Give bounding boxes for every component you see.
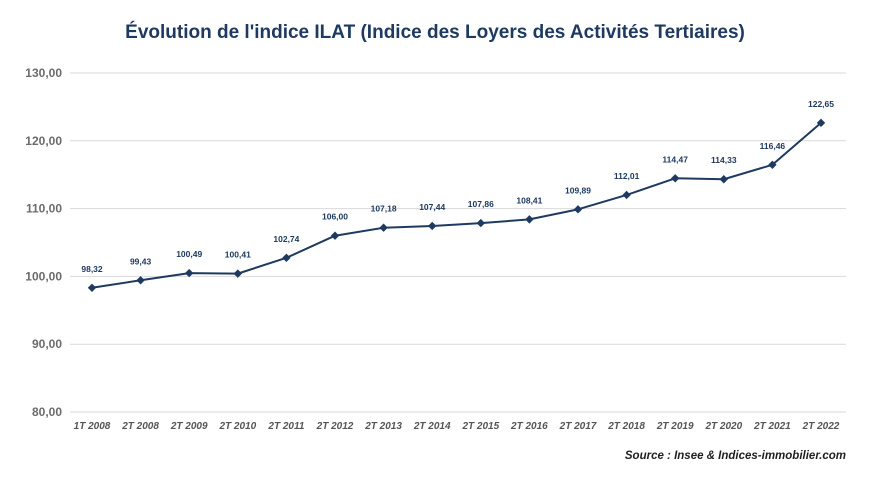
- data-label: 116,46: [760, 141, 786, 151]
- x-tick-label: 2T 2015: [461, 421, 499, 432]
- x-tick-label: 2T 2019: [656, 421, 694, 432]
- data-point: [476, 218, 485, 228]
- chart-title: Évolution de l'indice ILAT (Indice des L…: [125, 22, 745, 43]
- x-axis-ticks: 1T 2008 2T 2008 2T 2009 2T 2010 2T 2011 2T 20…: [74, 421, 840, 432]
- x-tick-label: 2T 2012: [316, 421, 354, 432]
- x-tick-label: 1T 2008: [74, 421, 111, 432]
- x-tick-label: 2T 2017: [559, 421, 597, 432]
- y-axis-ticks: 80,00 90,00 100,00 110,00 120,00 130,00: [25, 66, 62, 419]
- data-labels: 98,32 99,43 100,49 100,41 102,74 106,00 107,18…: [81, 99, 834, 274]
- data-label: 114,33: [711, 155, 737, 165]
- data-label: 100,49: [176, 249, 202, 259]
- data-label: 122,65: [808, 99, 834, 109]
- x-tick-label: 2T 2013: [364, 421, 402, 432]
- x-tick-label: 2T 2018: [607, 421, 645, 432]
- data-point: [379, 223, 388, 232]
- y-tick-label: 110,00: [26, 202, 62, 216]
- data-points: [87, 118, 826, 292]
- x-tick-label: 2T 2009: [170, 421, 208, 432]
- series-line: [91, 122, 822, 289]
- data-point: [816, 118, 826, 128]
- data-label: 107,18: [371, 204, 397, 214]
- data-point: [185, 268, 194, 278]
- data-label: 107,86: [468, 199, 494, 209]
- data-label: 99,43: [130, 256, 152, 266]
- data-label: 108,41: [516, 195, 542, 205]
- data-label: 100,41: [225, 250, 251, 260]
- data-label: 102,74: [273, 234, 299, 244]
- data-point: [622, 190, 631, 200]
- data-point: [330, 231, 340, 240]
- y-tick-label: 130,00: [25, 66, 62, 80]
- x-tick-label: 2T 2016: [510, 421, 548, 432]
- y-tick-label: 90,00: [32, 337, 62, 351]
- data-point: [768, 160, 777, 170]
- x-tick-label: 2T 2022: [802, 421, 840, 432]
- data-label: 114,47: [662, 154, 688, 164]
- x-tick-label: 2T 2020: [704, 421, 742, 432]
- x-tick-label: 2T 2008: [121, 421, 159, 432]
- y-tick-label: 80,00: [32, 405, 62, 419]
- x-tick-label: 2T 2014: [413, 421, 451, 432]
- data-point: [233, 269, 242, 278]
- data-point: [525, 215, 534, 224]
- data-label: 112,01: [614, 171, 640, 181]
- x-tick-label: 2T 2010: [218, 421, 256, 432]
- data-point: [428, 221, 437, 231]
- data-label: 106,00: [322, 212, 348, 222]
- data-point: [719, 175, 728, 184]
- y-tick-label: 120,00: [25, 134, 62, 148]
- x-tick-label: 2T 2011: [267, 421, 304, 432]
- data-label: 98,32: [81, 264, 103, 274]
- data-label: 109,89: [565, 185, 591, 195]
- grid-lines: [70, 72, 846, 413]
- data-point: [671, 174, 680, 183]
- x-tick-label: 2T 2021: [753, 421, 791, 432]
- data-label: 107,44: [419, 202, 445, 212]
- data-point: [573, 205, 583, 214]
- data-point: [136, 276, 145, 285]
- data-point: [87, 283, 97, 292]
- series-line-path: [91, 122, 822, 289]
- data-point: [282, 253, 291, 263]
- y-tick-label: 100,00: [25, 269, 62, 283]
- source-note: Source : Insee & Indices-immobilier.com: [624, 450, 846, 462]
